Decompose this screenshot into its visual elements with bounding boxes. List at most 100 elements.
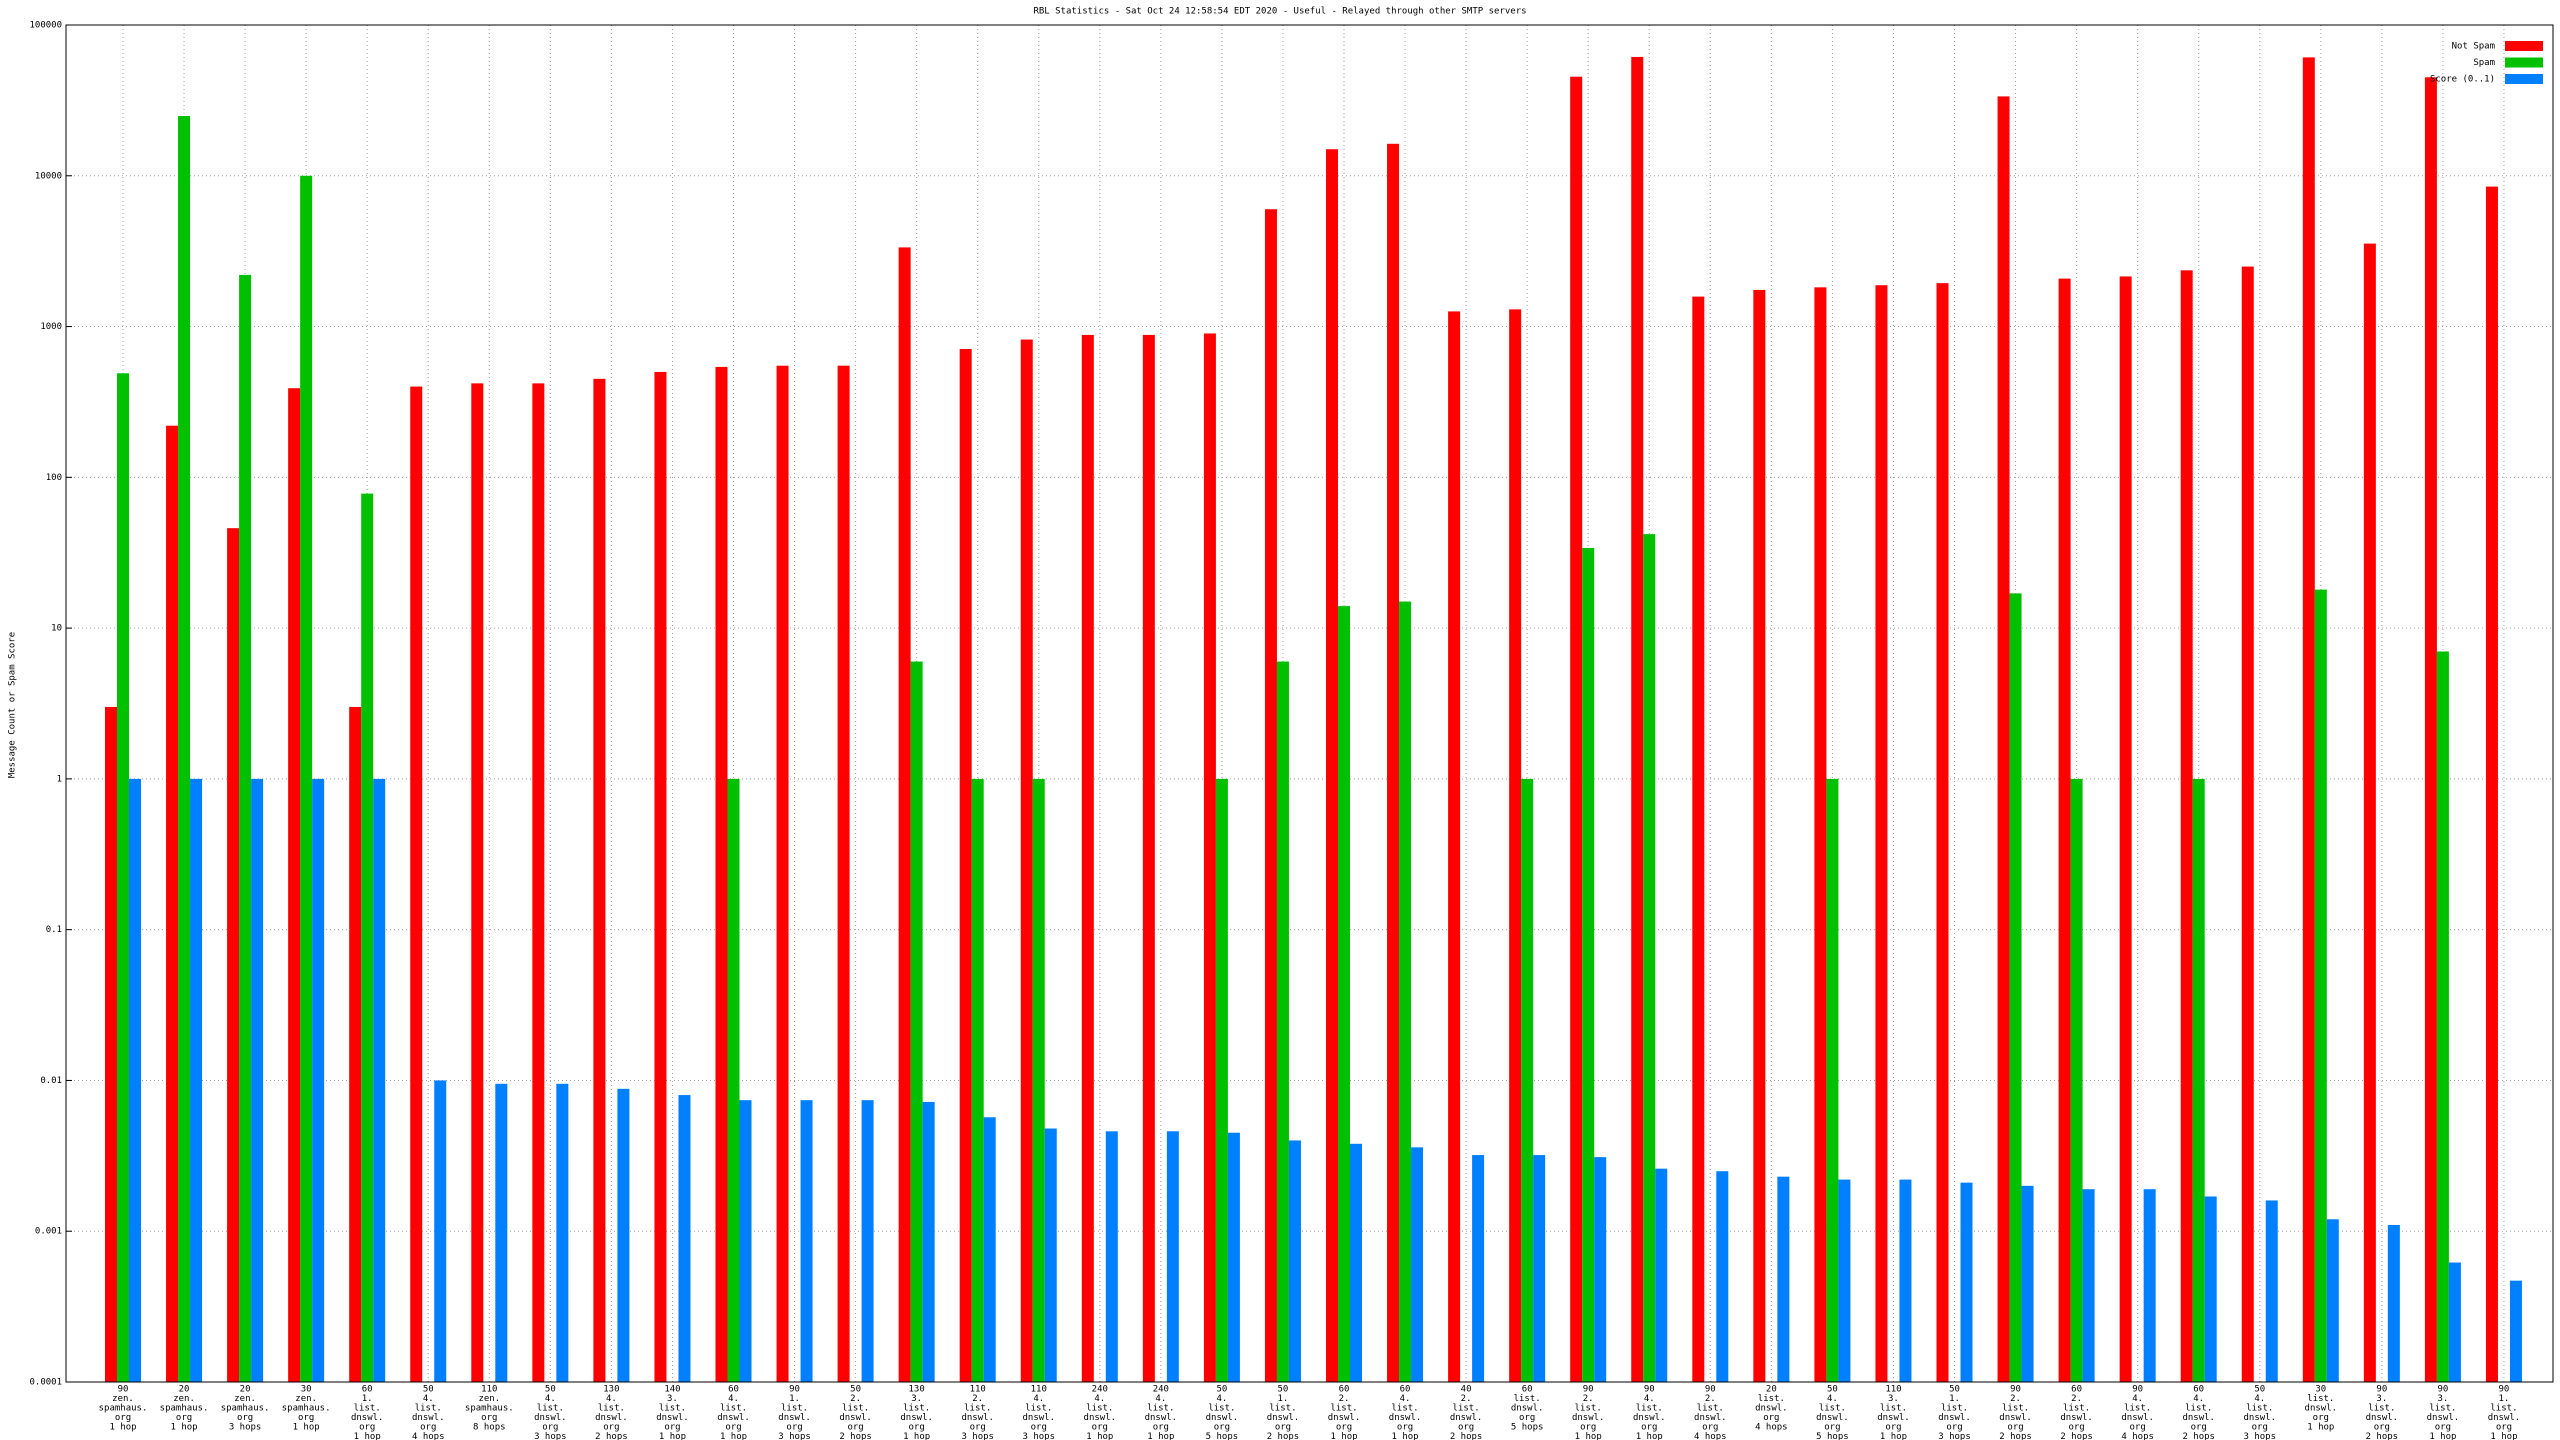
bar: [2485, 186, 2498, 1382]
x-tick-label: 4.: [545, 1394, 556, 1404]
x-tick-label: org: [1702, 1423, 1718, 1433]
x-tick-label: org: [542, 1423, 558, 1433]
x-tick-label: 3 hops: [2243, 1432, 2276, 1440]
bar: [1655, 1168, 1668, 1382]
x-tick-label: dnswl.: [1328, 1413, 1361, 1423]
x-tick-label: org: [1031, 1423, 1047, 1433]
x-tick-label: list.: [1147, 1404, 1174, 1414]
x-tick-label: org: [2374, 1423, 2390, 1433]
bar: [1448, 311, 1461, 1383]
bar: [2143, 1189, 2156, 1382]
bar: [1643, 534, 1656, 1382]
bar: [2387, 1224, 2400, 1382]
bar: [227, 528, 240, 1382]
x-tick-label: list.: [1269, 1404, 1296, 1414]
x-tick-label: 1 hop: [2490, 1432, 2517, 1440]
x-tick-label: spamhaus.: [99, 1404, 148, 1414]
bar: [1753, 289, 1766, 1382]
x-tick-label: org: [1153, 1423, 1169, 1433]
bar: [654, 371, 667, 1382]
x-tick-label: 1 hop: [171, 1423, 198, 1433]
x-tick-label: org: [2007, 1423, 2023, 1433]
x-tick-label: 60: [728, 1385, 739, 1395]
x-tick-label: list.: [1575, 1404, 1602, 1414]
x-tick-label: dnswl.: [2427, 1413, 2460, 1423]
x-tick-label: 30: [301, 1385, 312, 1395]
bar: [1105, 1131, 1118, 1382]
x-tick-label: 90: [2499, 1385, 2510, 1395]
bar: [129, 778, 141, 1382]
legend-label: Spam: [2473, 58, 2495, 68]
bar: [361, 493, 374, 1383]
x-tick-label: 50: [1216, 1385, 1227, 1395]
x-tick-label: list.: [1941, 1404, 1968, 1414]
x-tick-label: org: [298, 1413, 314, 1423]
x-tick-label: 1 hop: [1147, 1432, 1174, 1440]
x-tick-label: 60: [1339, 1385, 1350, 1395]
x-tick-label: 20: [1766, 1385, 1777, 1395]
x-tick-label: 110: [970, 1385, 986, 1395]
legend-label: Score (0..1): [2430, 75, 2495, 85]
plot-frame: [65, 24, 2554, 1383]
bar: [2021, 1185, 2034, 1382]
bar: [727, 778, 740, 1382]
x-tick-label: 3.: [2376, 1394, 2387, 1404]
x-tick-label: 240: [1092, 1385, 1108, 1395]
x-tick-label: 50: [545, 1385, 556, 1395]
bar: [1276, 661, 1289, 1382]
x-tick-label: dnswl.: [1877, 1413, 1910, 1423]
x-tick-label: dnswl.: [1022, 1413, 1055, 1423]
x-tick-label: dnswl.: [2182, 1413, 2215, 1423]
x-tick-label: dnswl.: [1572, 1413, 1605, 1423]
bar: [2009, 593, 2022, 1382]
x-tick-label: list.: [964, 1404, 991, 1414]
bar: [2424, 77, 2437, 1383]
x-tick-label: 3 hops: [229, 1423, 262, 1433]
bar: [1399, 601, 1412, 1382]
x-tick-label: dnswl.: [1389, 1413, 1422, 1423]
x-tick-label: dnswl.: [1938, 1413, 1971, 1423]
x-tick-label: 4.: [2254, 1394, 2265, 1404]
y-tick-label: 1: [57, 774, 62, 784]
bar: [2448, 1262, 2461, 1382]
x-tick-label: 4.: [1094, 1394, 1105, 1404]
bar: [471, 383, 484, 1382]
bar: [1142, 334, 1155, 1383]
x-tick-label: 2 hops: [1267, 1432, 1300, 1440]
x-tick-label: spamhaus.: [465, 1404, 514, 1414]
x-tick-label: list.: [2124, 1404, 2151, 1414]
bar: [105, 706, 117, 1382]
x-tick-label: 110: [1885, 1385, 1901, 1395]
x-tick-label: list.: [2002, 1404, 2029, 1414]
x-tick-label: org: [2496, 1423, 2512, 1433]
bar: [2436, 651, 2449, 1382]
bar: [532, 383, 545, 1382]
x-tick-label: org: [176, 1413, 192, 1423]
bar: [2302, 57, 2315, 1383]
x-tick-label: 4.: [728, 1394, 739, 1404]
x-tick-label: 90: [118, 1385, 129, 1395]
x-tick-label: list.: [2185, 1404, 2212, 1414]
x-tick-label: dnswl.: [1084, 1413, 1117, 1423]
x-tick-label: 130: [603, 1385, 619, 1395]
bar: [593, 378, 606, 1383]
x-tick-label: list.: [842, 1404, 869, 1414]
legend-swatch: [2505, 74, 2543, 84]
bar: [2192, 778, 2205, 1382]
x-tick-label: 1 hop: [1880, 1432, 1907, 1440]
x-tick-label: list.: [2368, 1404, 2395, 1414]
bar: [1716, 1171, 1729, 1382]
x-tick-label: dnswl.: [778, 1413, 811, 1423]
x-tick-label: list.: [1086, 1404, 1113, 1414]
bar: [1020, 339, 1033, 1382]
x-tick-label: 2 hops: [2060, 1432, 2093, 1440]
bar: [1338, 606, 1350, 1382]
x-tick-label: 4.: [1033, 1394, 1044, 1404]
bar: [922, 1101, 935, 1382]
bar: [983, 1117, 996, 1382]
x-tick-label: list.: [659, 1404, 686, 1414]
x-tick-label: 50: [1949, 1385, 1960, 1395]
x-tick-label: 1 hop: [293, 1423, 320, 1433]
x-tick-label: 2 hops: [2366, 1432, 2399, 1440]
